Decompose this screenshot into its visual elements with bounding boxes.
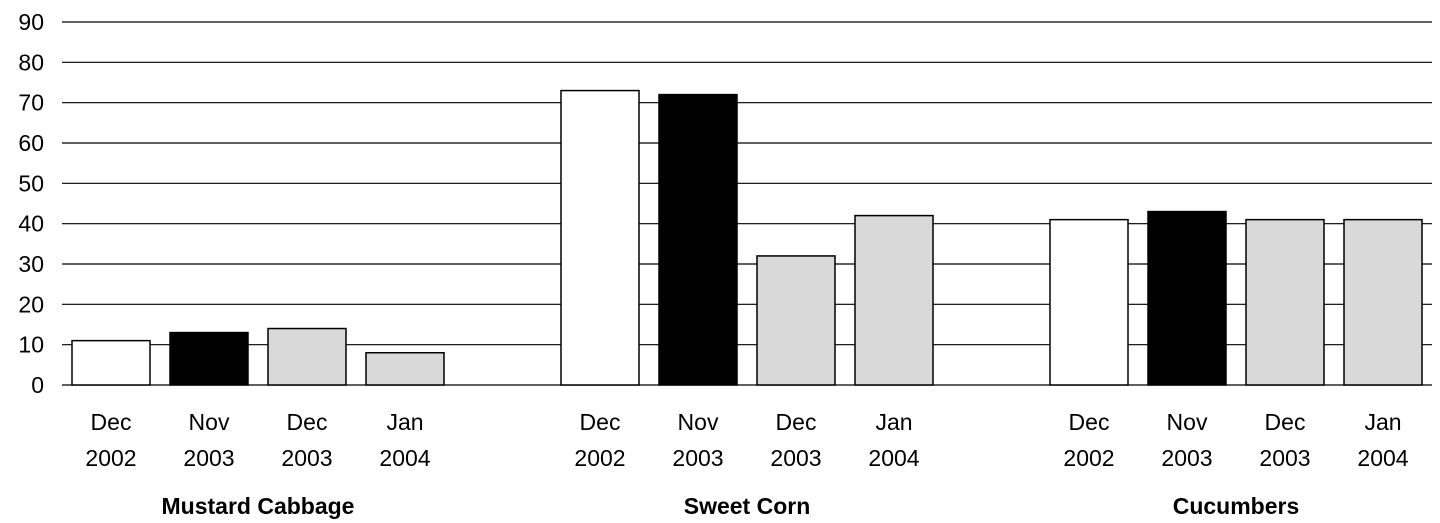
x-tick-label-month: Jan	[386, 409, 423, 435]
x-tick-label-month: Jan	[1364, 409, 1401, 435]
y-tick-label: 50	[18, 170, 44, 196]
x-tick-label-month: Dec	[1265, 409, 1306, 435]
y-tick-label: 0	[31, 372, 44, 398]
x-tick-label-year: 2004	[868, 445, 919, 471]
bar	[1343, 218, 1423, 386]
x-tick-label-month: Dec	[776, 409, 817, 435]
bar	[71, 339, 151, 386]
bar	[169, 331, 249, 386]
x-tick-label-month: Nov	[678, 409, 719, 435]
y-tick-label: 90	[18, 9, 44, 35]
x-tick-label-year: 2002	[574, 445, 625, 471]
bar	[854, 214, 934, 386]
x-tick-label-year: 2003	[1259, 445, 1310, 471]
x-tick-label-year: 2004	[1357, 445, 1408, 471]
y-axis-ticks: 0 10 20 30 40 50 60 70 80 90	[18, 9, 44, 398]
bar	[756, 255, 836, 386]
x-tick-label-year: 2002	[1063, 445, 1114, 471]
x-tick-label-month: Dec	[91, 409, 132, 435]
group-label: Mustard Cabbage	[162, 493, 355, 519]
group-labels: Mustard Cabbage Sweet Corn Cucumbers	[162, 493, 1300, 519]
x-tick-label-year: 2003	[672, 445, 723, 471]
x-tick-label-year: 2003	[770, 445, 821, 471]
y-tick-label: 80	[18, 49, 44, 75]
x-tick-label-year: 2003	[281, 445, 332, 471]
bar	[658, 93, 738, 386]
bar	[560, 89, 640, 386]
x-tick-label-year: 2002	[85, 445, 136, 471]
y-tick-label: 30	[18, 251, 44, 277]
y-tick-label: 70	[18, 90, 44, 116]
bar	[1147, 210, 1227, 386]
group-label: Sweet Corn	[684, 493, 811, 519]
bar	[365, 351, 445, 386]
x-tick-label-month: Dec	[580, 409, 621, 435]
y-tick-label: 60	[18, 130, 44, 156]
y-tick-label: 10	[18, 332, 44, 358]
x-tick-label-month: Nov	[189, 409, 230, 435]
bar	[1049, 218, 1129, 386]
y-tick-label: 40	[18, 211, 44, 237]
x-tick-label-year: 2004	[379, 445, 430, 471]
y-tick-label: 20	[18, 291, 44, 317]
x-tick-label-year: 2003	[1161, 445, 1212, 471]
bars	[71, 89, 1423, 386]
bar	[267, 327, 347, 386]
x-tick-label-month: Dec	[1069, 409, 1110, 435]
bar	[1245, 218, 1325, 386]
group-label: Cucumbers	[1173, 493, 1300, 519]
x-tick-label-month: Nov	[1167, 409, 1208, 435]
x-tick-label-month: Dec	[287, 409, 328, 435]
x-axis-labels: Dec 2002 Nov 2003 Dec 2003 Jan 2004 Dec 2002 Nov 20…	[85, 409, 1408, 471]
x-tick-label-month: Jan	[875, 409, 912, 435]
x-tick-label-year: 2003	[183, 445, 234, 471]
